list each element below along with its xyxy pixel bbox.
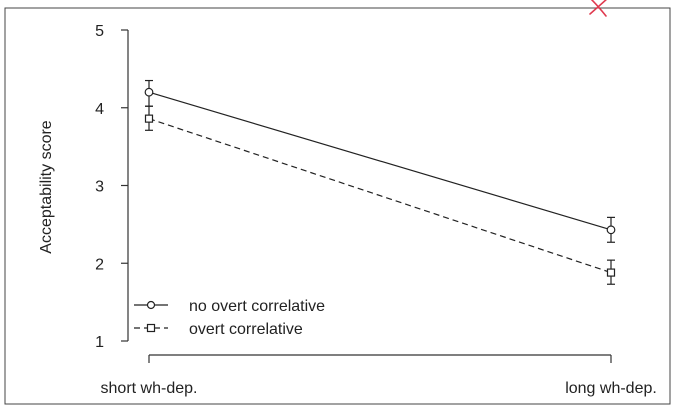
x-tick-label-long: long wh-dep. (565, 380, 657, 397)
legend-label-no-overt: no overt correlative (189, 298, 325, 315)
y-axis-title: Acceptability score (38, 120, 55, 253)
plot-frame (4, 7, 671, 405)
data-point (606, 225, 616, 235)
legend: no overt correlative overt correlative (134, 298, 325, 338)
x-tick-label-short: short wh-dep. (101, 380, 198, 397)
data-point (144, 114, 154, 123)
legend-marker-circle (146, 300, 156, 310)
y-tick-label-5: 5 (95, 23, 104, 40)
red-x-mark (589, 0, 607, 17)
y-tick-label-4: 4 (95, 101, 104, 118)
series-1 (144, 79, 616, 243)
series-line-2 (148, 118, 612, 274)
data-point (606, 268, 616, 277)
data-point (144, 87, 154, 97)
series-line-1 (148, 91, 612, 231)
legend-marker-square (146, 323, 156, 333)
y-tick-label-1: 1 (95, 334, 104, 351)
y-tick-label-2: 2 (95, 256, 104, 273)
legend-label-overt: overt correlative (189, 321, 303, 338)
y-tick-label-3: 3 (95, 179, 104, 196)
series-2 (144, 105, 616, 285)
